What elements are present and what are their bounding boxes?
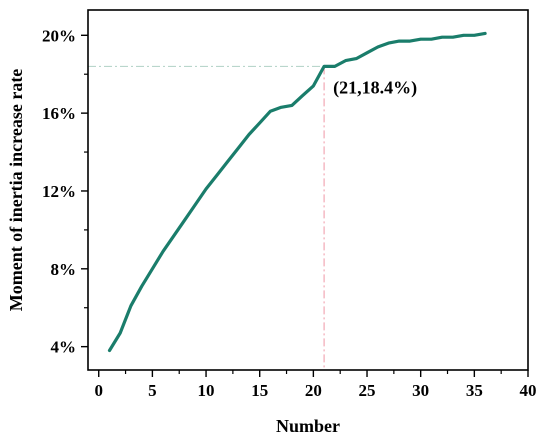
series-line: [107, 31, 487, 353]
tick-labels: 0 5 10 15 20 25 30 35 40 4% 8% 12% 16% 20%: [42, 26, 537, 400]
x-tick-label: 10: [198, 381, 215, 400]
x-tick-label: 40: [520, 381, 537, 400]
y-tick-label: 4%: [51, 338, 77, 357]
plot-frame: [87, 9, 529, 371]
y-tick-label: 8%: [51, 260, 77, 279]
axis-ticks: [81, 34, 529, 377]
x-tick-label: 0: [94, 381, 103, 400]
x-tick-label: 25: [359, 381, 376, 400]
y-tick-label: 16%: [42, 104, 76, 123]
y-axis-title: Moment of inertia increase rate: [6, 69, 26, 312]
x-tick-label: 15: [251, 381, 268, 400]
x-axis-title: Number: [276, 416, 340, 436]
reference-lines: [88, 65, 325, 370]
series-layer: [107, 31, 487, 353]
x-tick-label: 5: [148, 381, 157, 400]
annotations: (21,18.4%): [333, 77, 417, 98]
x-tick-label: 20: [305, 381, 322, 400]
annotation-label: (21,18.4%): [333, 77, 417, 98]
y-tick-label: 12%: [42, 182, 76, 201]
x-tick-label: 35: [466, 381, 483, 400]
y-tick-label: 20%: [42, 26, 76, 45]
x-tick-label: 30: [412, 381, 429, 400]
